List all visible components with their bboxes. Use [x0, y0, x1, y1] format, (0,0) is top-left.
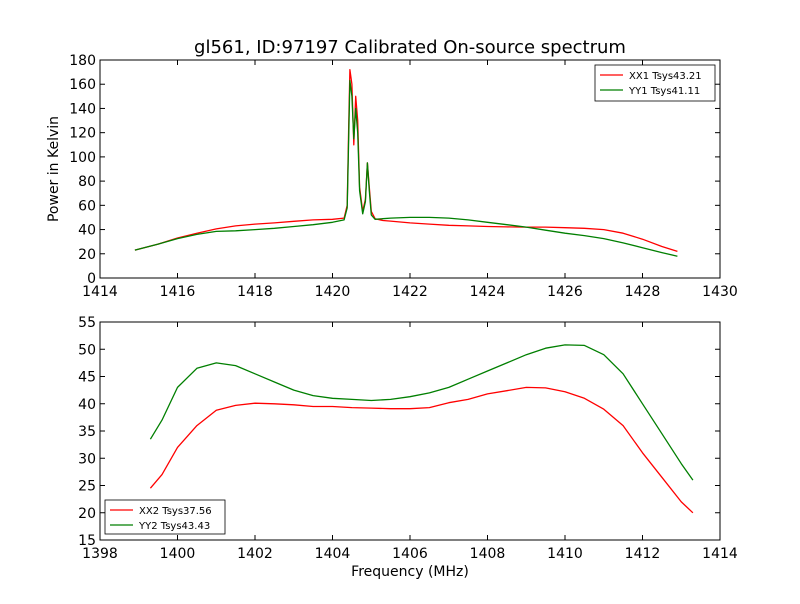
y-tick-label: 35: [78, 424, 96, 440]
y-tick-label: 120: [69, 126, 96, 142]
x-tick-label: 1402: [237, 546, 273, 562]
y-tick-label: 80: [78, 174, 96, 190]
y-tick-label: 20: [78, 506, 96, 522]
series-line-2: [134, 79, 678, 257]
panels: 1414 1416 1418 1420 1422 1424 1426 1428 1430 0 20 4…: [46, 53, 738, 562]
y-tick-label: 15: [78, 533, 96, 549]
legend-label: XX2 Tsys37.56: [139, 506, 212, 517]
y-tick-label: 160: [69, 77, 96, 93]
x-tick-label: 1404: [315, 546, 351, 562]
x-tick-label: 1408: [470, 546, 506, 562]
bottom-x-axis-label: Frequency (MHz): [351, 564, 469, 580]
x-tick-label: 1416: [160, 284, 196, 300]
y-tick-label: 45: [78, 370, 96, 386]
x-tick-label: 1406: [392, 546, 428, 562]
y-tick-label: 40: [78, 223, 96, 239]
y-tick-label: 180: [69, 53, 96, 69]
y-tick-label: 50: [78, 342, 96, 358]
x-tick-label: 1426: [547, 284, 583, 300]
legend-box: [594, 64, 716, 102]
y-tick-label: 0: [87, 271, 96, 287]
x-tick-label: 1398: [82, 546, 118, 562]
panel-2: 1398 1400 1402 1404 1406 1408 1410 1412 1414 15 20…: [78, 315, 738, 562]
legend: XX1 Tsys43.21 YY1 Tsys41.11: [594, 64, 716, 102]
series-line-2: [149, 344, 694, 481]
y-tick-label: 40: [78, 397, 96, 413]
series-line-1: [149, 386, 694, 514]
chart-title: gl561, ID:97197 Calibrated On-source spe…: [194, 37, 626, 58]
y-tick-label: 20: [78, 247, 96, 263]
y-tick-label: 30: [78, 451, 96, 467]
y-tick-label: 60: [78, 198, 96, 214]
y-tick-label: 25: [78, 479, 96, 495]
x-tick-label: 1428: [625, 284, 661, 300]
legend-label: XX1 Tsys43.21: [629, 71, 702, 82]
x-tick-label: 1412: [625, 546, 661, 562]
y-axis-label: Power in Kelvin: [46, 116, 62, 222]
legend-label: YY1 Tsys41.11: [628, 86, 700, 97]
panel-1: 1414 1416 1418 1420 1422 1424 1426 1428 1430 0 20 4…: [46, 53, 738, 300]
x-tick-label: 1414: [82, 284, 118, 300]
x-tick-label: 1410: [547, 546, 583, 562]
x-tick-label: 1424: [470, 284, 506, 300]
x-tick-label: 1430: [702, 284, 738, 300]
x-tick-label: 1418: [237, 284, 273, 300]
legend-box: [104, 499, 226, 535]
x-tick-label: 1420: [315, 284, 351, 300]
y-tick-label: 100: [69, 150, 96, 166]
y-tick-label: 140: [69, 101, 96, 117]
x-tick-label: 1414: [702, 546, 738, 562]
legend: XX2 Tsys37.56 YY2 Tsys43.43: [104, 499, 226, 535]
x-tick-label: 1400: [160, 546, 196, 562]
x-tick-label: 1422: [392, 284, 428, 300]
y-tick-label: 55: [78, 315, 96, 331]
legend-label: YY2 Tsys43.43: [138, 521, 210, 532]
